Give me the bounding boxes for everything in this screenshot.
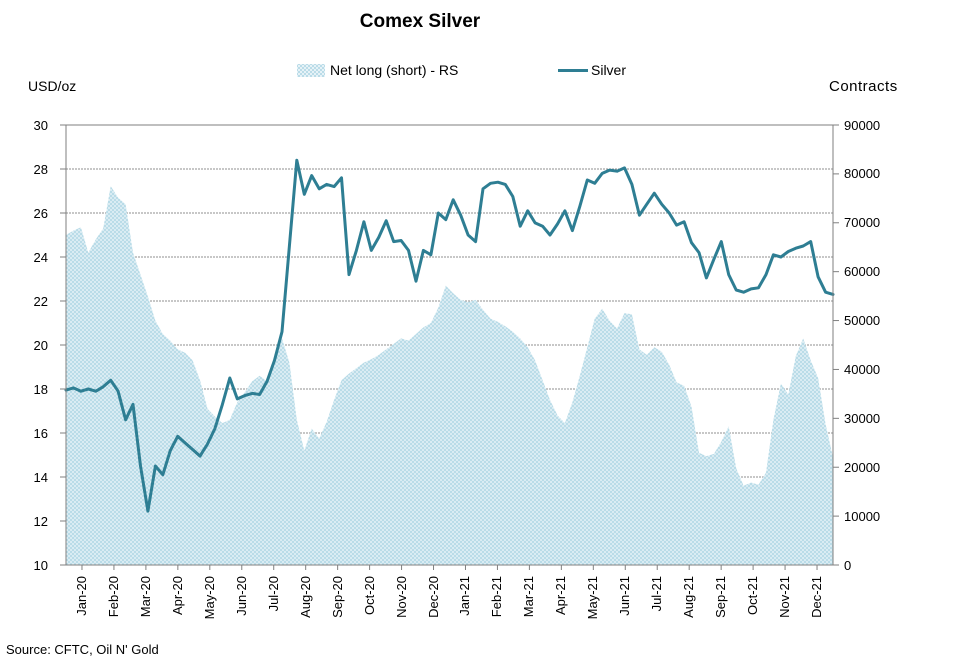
x-axis-month-label: Jan-21 (457, 576, 473, 616)
right-axis-tick-label: 70000 (844, 215, 881, 231)
x-axis-month-label: Aug-20 (297, 576, 313, 618)
left-axis-tick-label: 10 (33, 557, 48, 573)
axis-ticks (60, 124, 839, 570)
line-series (64, 158, 835, 513)
x-axis-month-label: Apr-21 (553, 576, 569, 616)
left-axis-tick-label: 22 (33, 293, 48, 309)
x-axis-month-label: Dec-20 (425, 576, 441, 618)
area-series (66, 186, 833, 565)
right-axis-tick-label: 0 (844, 557, 852, 573)
plot-svg (60, 124, 839, 570)
x-axis-month-label: Apr-20 (169, 576, 185, 616)
left-axis-tick-label: 18 (33, 381, 48, 397)
left-axis-tick-label: 16 (33, 425, 48, 441)
right-axis-tick-label: 10000 (844, 508, 881, 524)
left-axis-tick-label: 26 (33, 205, 48, 221)
x-axis-month-label: Feb-21 (489, 576, 505, 618)
source-note: Source: CFTC, Oil N' Gold (6, 642, 159, 657)
x-axis-month-label: Jun-20 (233, 576, 249, 616)
x-axis-month-label: Jan-20 (73, 576, 89, 616)
right-axis-tick-label: 30000 (844, 410, 881, 426)
right-axis-tick-label: 80000 (844, 166, 881, 182)
left-axis-tick-label: 20 (33, 337, 48, 353)
left-axis-tick-label: 14 (33, 469, 48, 485)
x-axis-month-label: Jul-21 (649, 576, 665, 612)
legend-area-label: Net long (short) - RS (330, 62, 459, 78)
left-axis-tick-label: 28 (33, 161, 48, 177)
left-axis-title: USD/oz (28, 78, 77, 94)
right-axis-title: Contracts (829, 78, 898, 95)
left-axis-tick-label: 30 (33, 117, 48, 133)
x-axis-month-label: Dec-21 (809, 576, 825, 618)
legend-line-label: Silver (591, 62, 627, 78)
x-axis-month-label: Sep-20 (329, 576, 345, 618)
x-axis-month-label: Jun-21 (617, 576, 633, 616)
left-axis-tick-label: 24 (33, 249, 48, 265)
x-axis-month-label: Mar-21 (521, 576, 537, 618)
right-axis-tick-label: 40000 (844, 361, 881, 377)
x-axis-month-label: Oct-21 (745, 576, 761, 616)
right-axis-tick-label: 50000 (844, 313, 881, 329)
chart-title: Comex Silver (359, 11, 481, 32)
left-axis-tick-label: 12 (33, 513, 48, 529)
x-axis-month-label: Aug-21 (681, 576, 697, 618)
line-legend-swatch-icon (558, 69, 588, 72)
x-axis-month-label: Jul-20 (265, 576, 281, 612)
x-axis-month-label: Sep-21 (713, 576, 729, 618)
x-axis-month-label: May-20 (201, 576, 217, 620)
area-legend-swatch-icon (297, 64, 325, 77)
x-axis-month-label: Feb-20 (105, 576, 121, 618)
right-axis-tick-label: 20000 (844, 459, 881, 475)
x-axis-month-label: May-21 (585, 576, 601, 620)
x-axis-month-label: Nov-20 (393, 576, 409, 618)
x-axis-month-label: Mar-20 (137, 576, 153, 618)
right-axis-tick-label: 60000 (844, 264, 881, 280)
x-axis-month-label: Oct-20 (361, 576, 377, 616)
right-axis-tick-label: 90000 (844, 117, 881, 133)
x-axis-month-label: Nov-21 (777, 576, 793, 618)
